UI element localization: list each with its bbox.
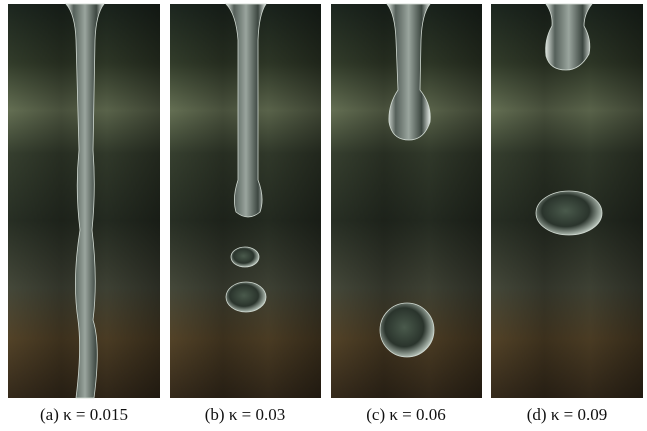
caption: (a) κ = 0.015 bbox=[40, 405, 128, 424]
figure: (a) κ = 0.015 (b) κ = 0.03 (c) κ = 0.06 … bbox=[0, 0, 647, 431]
page: (a) κ = 0.015 (b) κ = 0.03 (c) κ = 0.06 … bbox=[0, 0, 647, 431]
caption: (d) κ = 0.09 bbox=[527, 405, 607, 424]
caption: (b) κ = 0.03 bbox=[205, 405, 285, 424]
caption: (c) κ = 0.06 bbox=[366, 405, 446, 424]
